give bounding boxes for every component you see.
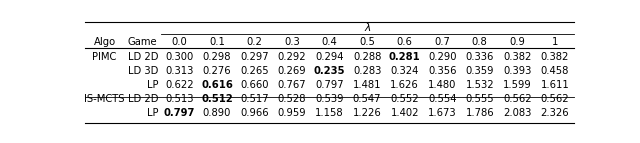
- Text: 0.359: 0.359: [465, 66, 494, 76]
- Text: 2.326: 2.326: [540, 108, 569, 118]
- Text: IS-MCTS: IS-MCTS: [84, 94, 125, 104]
- Text: 0.288: 0.288: [353, 52, 381, 62]
- Text: 1.673: 1.673: [428, 108, 456, 118]
- Text: 0.300: 0.300: [165, 52, 193, 62]
- Text: 0.554: 0.554: [428, 94, 456, 104]
- Text: λ: λ: [364, 23, 370, 33]
- Text: 0.512: 0.512: [201, 94, 233, 104]
- Text: 0.528: 0.528: [278, 94, 307, 104]
- Text: 0.555: 0.555: [465, 94, 494, 104]
- Text: 0.959: 0.959: [278, 108, 307, 118]
- Text: 0.1: 0.1: [209, 37, 225, 47]
- Text: 1.402: 1.402: [390, 108, 419, 118]
- Text: LP: LP: [147, 108, 159, 118]
- Text: 0.297: 0.297: [240, 52, 269, 62]
- Text: 0.281: 0.281: [388, 52, 420, 62]
- Text: 0.356: 0.356: [428, 66, 456, 76]
- Text: Algo: Algo: [93, 37, 116, 47]
- Text: 0.7: 0.7: [434, 37, 450, 47]
- Text: 0.336: 0.336: [465, 52, 494, 62]
- Text: 0.4: 0.4: [322, 37, 337, 47]
- Text: 0.966: 0.966: [240, 108, 269, 118]
- Text: 0.283: 0.283: [353, 66, 381, 76]
- Text: 0.458: 0.458: [541, 66, 569, 76]
- Text: 0.3: 0.3: [284, 37, 300, 47]
- Text: 0.616: 0.616: [201, 80, 233, 90]
- Text: 0.0: 0.0: [172, 37, 188, 47]
- Text: 1.226: 1.226: [353, 108, 381, 118]
- Text: Game: Game: [127, 37, 157, 47]
- Text: LD 3D: LD 3D: [129, 66, 159, 76]
- Text: 1: 1: [552, 37, 558, 47]
- Text: 0.382: 0.382: [541, 52, 569, 62]
- Text: 0.290: 0.290: [428, 52, 456, 62]
- Text: 0.562: 0.562: [540, 94, 569, 104]
- Text: 0.552: 0.552: [390, 94, 419, 104]
- Text: 0.393: 0.393: [503, 66, 531, 76]
- Text: 0.890: 0.890: [203, 108, 231, 118]
- Text: LP: LP: [147, 80, 159, 90]
- Text: 0.622: 0.622: [165, 80, 194, 90]
- Text: 0.382: 0.382: [503, 52, 531, 62]
- Text: 0.562: 0.562: [503, 94, 532, 104]
- Text: 0.313: 0.313: [165, 66, 194, 76]
- Text: 0.797: 0.797: [316, 80, 344, 90]
- Text: 0.324: 0.324: [390, 66, 419, 76]
- Text: 1.599: 1.599: [503, 80, 532, 90]
- Text: 0.8: 0.8: [472, 37, 488, 47]
- Text: 1.158: 1.158: [316, 108, 344, 118]
- Text: 0.517: 0.517: [240, 94, 269, 104]
- Text: 0.797: 0.797: [164, 108, 195, 118]
- Text: 0.9: 0.9: [509, 37, 525, 47]
- Text: 0.6: 0.6: [397, 37, 413, 47]
- Text: 1.626: 1.626: [390, 80, 419, 90]
- Text: 0.539: 0.539: [316, 94, 344, 104]
- Text: PIMC: PIMC: [92, 52, 116, 62]
- Text: 1.480: 1.480: [428, 80, 456, 90]
- Text: 1.611: 1.611: [540, 80, 569, 90]
- Text: LD 2D: LD 2D: [129, 94, 159, 104]
- Text: 1.481: 1.481: [353, 80, 381, 90]
- Text: 0.767: 0.767: [278, 80, 307, 90]
- Text: 1.532: 1.532: [465, 80, 494, 90]
- Text: 0.269: 0.269: [278, 66, 307, 76]
- Text: 0.5: 0.5: [359, 37, 375, 47]
- Text: 0.513: 0.513: [165, 94, 194, 104]
- Text: 0.298: 0.298: [203, 52, 231, 62]
- Text: 0.294: 0.294: [316, 52, 344, 62]
- Text: 0.292: 0.292: [278, 52, 307, 62]
- Text: 0.265: 0.265: [240, 66, 269, 76]
- Text: 0.2: 0.2: [246, 37, 262, 47]
- Text: 0.276: 0.276: [203, 66, 231, 76]
- Text: LD 2D: LD 2D: [129, 52, 159, 62]
- Text: 0.235: 0.235: [314, 66, 346, 76]
- Text: 0.660: 0.660: [240, 80, 269, 90]
- Text: 2.083: 2.083: [503, 108, 531, 118]
- Text: 0.547: 0.547: [353, 94, 381, 104]
- Text: 1.786: 1.786: [465, 108, 494, 118]
